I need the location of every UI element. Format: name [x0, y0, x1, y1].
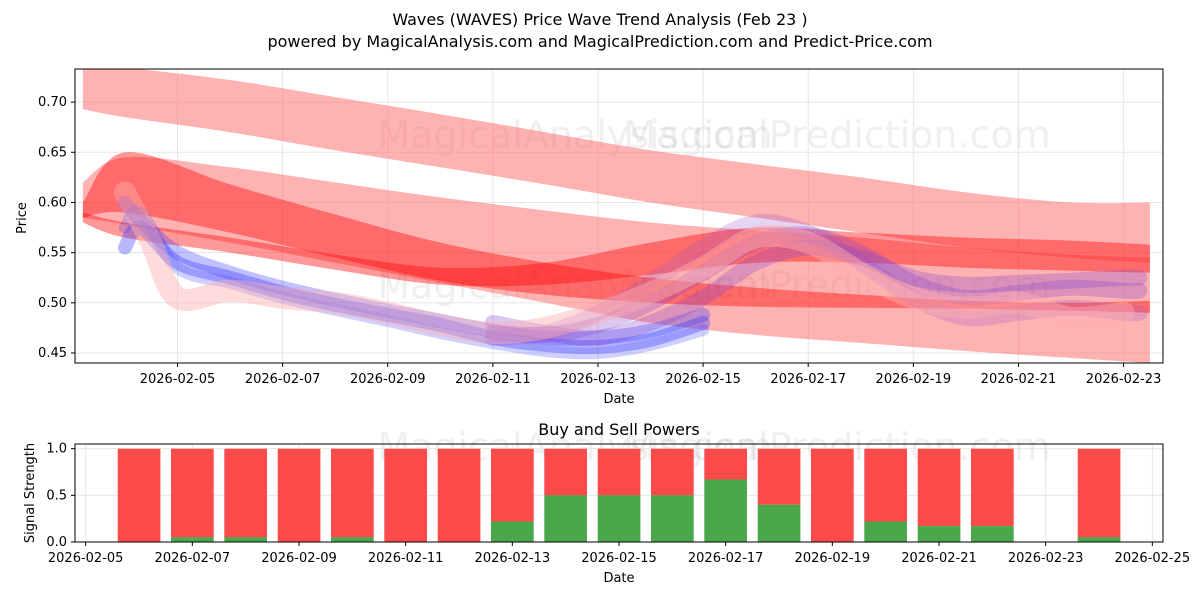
signal-y-ticks: 0.0 0.5 1.0 — [46, 442, 75, 550]
price-panel: MagicalAnalysis.com MagicalPrediction.co… — [15, 68, 1164, 407]
price-x-tick-label: 2026-02-23 — [1086, 372, 1162, 387]
purple-wave-2 — [484, 239, 1148, 347]
signal-y-tick-label: 0.0 — [46, 535, 67, 550]
buy-power-bar — [597, 495, 641, 542]
buy-power-bar — [757, 504, 801, 542]
price-x-tick-label: 2026-02-09 — [350, 372, 426, 387]
sell-power-bar — [864, 448, 907, 522]
price-x-tick-label: 2026-02-19 — [876, 372, 952, 387]
signal-x-tick-label: 2026-02-23 — [1008, 551, 1084, 566]
sell-power-bar — [277, 448, 321, 542]
signal-y-axis-label: Signal Strength — [23, 443, 38, 543]
price-y-ticks: 0.45 0.50 0.55 0.60 0.65 0.70 — [38, 95, 75, 361]
strong-trend-band-2 — [82, 212, 1150, 287]
watermark-prediction-top: MagicalPrediction.com — [623, 113, 1051, 157]
blue-wave-3 — [118, 205, 710, 360]
buy-power-bar — [331, 537, 374, 542]
signal-x-tick-label: 2026-02-13 — [475, 551, 551, 566]
buy-power-bar — [704, 479, 747, 542]
purple-wave-1 — [484, 226, 1148, 344]
signal-x-tick-label: 2026-02-17 — [688, 551, 764, 566]
sell-power-bar — [757, 448, 801, 505]
signal-x-tick-label: 2026-02-11 — [368, 551, 444, 566]
price-y-tick-label: 0.70 — [38, 95, 67, 110]
price-bands — [82, 69, 1150, 363]
price-x-tick-label: 2026-02-05 — [140, 372, 216, 387]
signal-x-tick-label: 2026-02-15 — [581, 551, 657, 566]
signal-x-tick-label: 2026-02-09 — [261, 551, 337, 566]
price-x-tick-label: 2026-02-07 — [245, 372, 321, 387]
price-x-tick-label: 2026-02-15 — [665, 372, 741, 387]
price-x-tick-label: 2026-02-17 — [770, 372, 846, 387]
price-x-tick-label: 2026-02-21 — [981, 372, 1057, 387]
sell-power-bar — [971, 448, 1014, 527]
upper-trend-band — [82, 69, 1150, 263]
blue-wave-2 — [117, 195, 711, 346]
price-waves — [113, 181, 1148, 360]
sell-power-bar — [331, 448, 374, 538]
signal-x-tick-label: 2026-02-07 — [155, 551, 231, 566]
sell-power-bar — [597, 448, 641, 496]
price-y-tick-label: 0.45 — [38, 346, 67, 361]
buy-power-bar — [491, 521, 534, 542]
sell-power-bar — [704, 448, 747, 480]
price-axes-frame — [74, 68, 1164, 364]
price-x-axis-label: Date — [603, 392, 634, 407]
price-y-tick-label: 0.55 — [38, 246, 67, 261]
sell-power-bar — [1077, 448, 1121, 538]
middle-trend-band — [82, 156, 1150, 363]
price-x-tick-label: 2026-02-11 — [455, 372, 531, 387]
sell-power-bar — [811, 448, 854, 542]
sell-power-bar — [544, 448, 587, 496]
signal-x-ticks: 2026-02-05 2026-02-07 2026-02-09 2026-02-11… — [48, 542, 1190, 566]
sell-power-bar — [384, 448, 427, 542]
sell-power-bar — [171, 448, 214, 538]
strong-trend-band-1 — [82, 152, 1150, 313]
chart-subtitle: powered by MagicalAnalysis.com and Magic… — [267, 32, 932, 51]
sell-power-bar — [437, 448, 481, 542]
signal-x-tick-label: 2026-02-19 — [795, 551, 871, 566]
buy-power-bar — [917, 526, 961, 542]
price-y-tick-label: 0.50 — [38, 296, 67, 311]
signal-x-tick-label: 2026-02-21 — [901, 551, 977, 566]
purple-wave-3 — [484, 213, 1148, 346]
signal-x-axis-label: Date — [603, 571, 634, 586]
sell-power-bar — [651, 448, 694, 496]
buy-power-bar — [971, 526, 1014, 542]
price-y-axis-label: Price — [15, 202, 30, 234]
price-x-tick-label: 2026-02-13 — [560, 372, 636, 387]
chart-title: Waves (WAVES) Price Wave Trend Analysis … — [392, 10, 807, 29]
price-x-ticks: 2026-02-05 2026-02-07 2026-02-09 2026-02-11… — [140, 363, 1162, 387]
sell-power-bar — [224, 448, 267, 538]
signal-x-tick-label: 2026-02-05 — [48, 551, 124, 566]
buy-power-bar — [864, 521, 907, 542]
signal-bars — [117, 448, 1121, 542]
pink-halo-wave — [113, 181, 1135, 344]
buy-power-bar — [651, 495, 694, 542]
sell-power-bar — [117, 448, 161, 542]
signal-y-tick-label: 0.5 — [46, 488, 67, 503]
price-y-tick-label: 0.65 — [38, 145, 67, 160]
signal-y-tick-label: 1.0 — [46, 442, 67, 457]
signal-x-tick-label: 2026-02-25 — [1115, 551, 1191, 566]
buy-power-bar — [1077, 537, 1121, 542]
buy-power-bar — [224, 537, 267, 542]
signal-panel: Buy and Sell Powers MagicalAnalysis.com … — [23, 420, 1190, 586]
price-y-tick-label: 0.60 — [38, 195, 67, 210]
buy-power-bar — [171, 537, 214, 542]
sell-power-bar — [917, 448, 961, 527]
buy-power-bar — [544, 495, 587, 542]
signal-panel-title: Buy and Sell Powers — [538, 420, 700, 439]
blue-wave-1 — [117, 220, 711, 355]
sell-power-bar — [491, 448, 534, 522]
